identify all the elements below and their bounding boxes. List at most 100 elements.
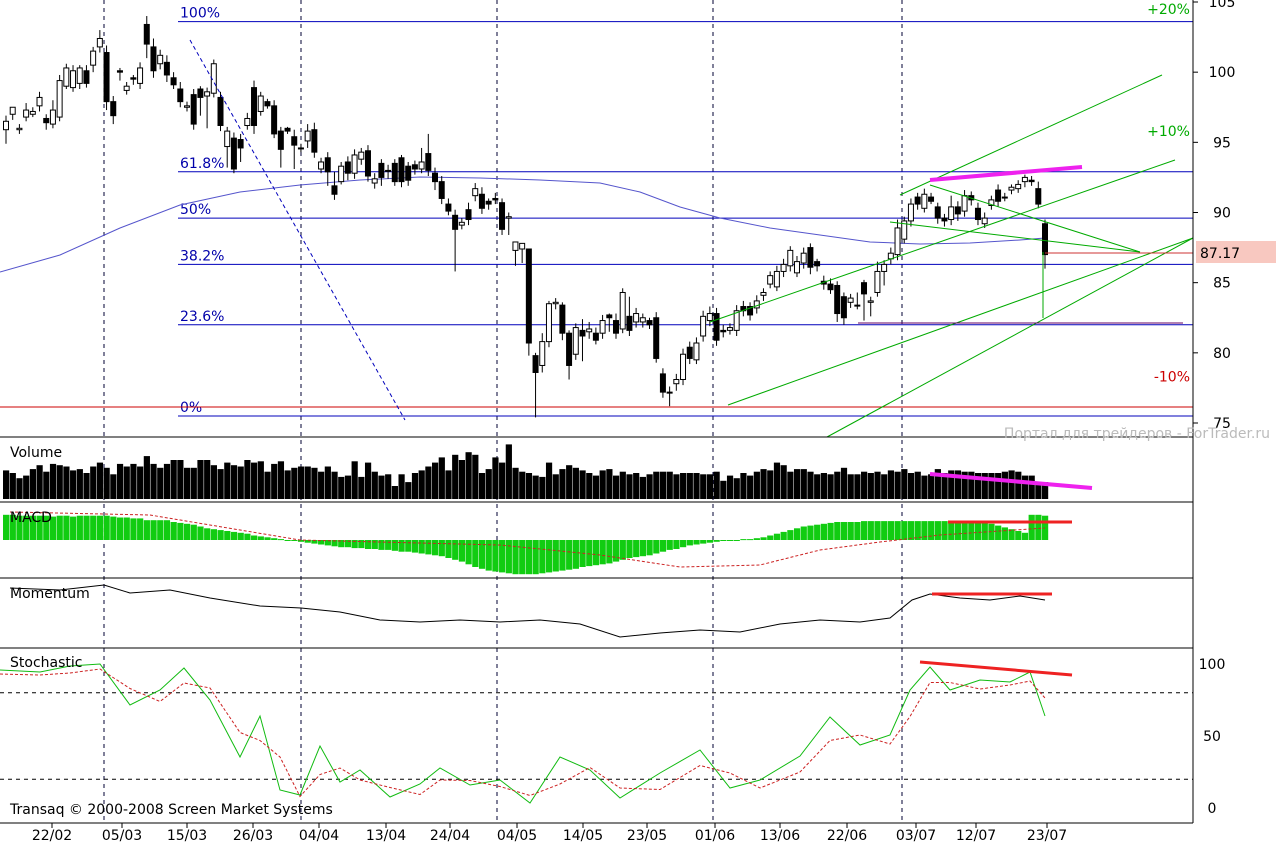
candle-body [344,161,351,174]
volume-bar [666,471,673,499]
macd-bar [995,525,1002,540]
volume-bar [70,470,77,499]
macd-bar [532,540,539,575]
x-tick-label: 22/06 [827,828,867,844]
last-price-label: 87.17 [1200,246,1240,262]
candle-body [572,327,579,355]
macd-bar [217,530,224,540]
macd-bar [552,540,559,572]
volume-bar [1015,471,1022,499]
candle-body [720,329,727,333]
percent-level-label: +20% [1147,2,1190,18]
macd-bar [43,515,50,540]
candle-body [1001,196,1008,199]
trend-lines [189,39,1194,438]
candle-body [874,270,881,293]
volume-bar [1008,470,1015,499]
candle-body [257,95,264,112]
fib-level-label: 50% [180,202,211,218]
candle-body [405,165,412,181]
volume-bar [277,461,285,499]
candle-body [626,315,633,331]
volume-bar [478,473,486,499]
candle-body [793,261,800,274]
candle-body [177,88,184,103]
macd-bar [318,540,325,545]
volume-bar [874,471,881,499]
volume-bar [183,467,191,499]
volume-bar [820,473,827,499]
volume-bar [914,471,921,499]
volume-bar [123,466,130,499]
macd-bar [49,516,57,540]
volume-bar [787,471,794,499]
volume-bar [981,473,988,499]
macd-bar [981,521,988,540]
candle-body [532,355,539,373]
candle-body [190,94,197,125]
volume-bar [36,465,43,499]
macd-bar [626,540,633,558]
macd-bar [961,521,968,540]
volume-bar [49,463,57,499]
macd-bar [351,540,358,549]
candle-body [954,206,961,215]
candle-body [646,320,653,326]
candle-body [767,275,774,285]
volume-bar [190,467,197,499]
candle-body [163,61,170,76]
macd-bar [485,540,492,571]
volume-bar [572,467,579,499]
candle-body [9,106,16,115]
macd-bar [814,524,821,540]
macd-bar [586,540,593,567]
macd-bar [264,537,271,540]
volume-bar [130,463,137,499]
volume-bar [747,475,754,499]
candle-body [331,185,338,195]
x-tick-label: 04/04 [299,828,339,844]
candle-body [599,320,606,334]
volume-bar [150,463,157,499]
volume-bar [907,473,915,499]
candle-body [928,196,935,202]
volume-bar [559,469,566,499]
macd-bar [197,526,204,540]
macd-bar [1042,515,1049,540]
candlestick-series [3,16,1048,418]
volume-bar [706,474,714,499]
macd-bar [1021,532,1029,540]
fib-level-label: 100% [180,6,220,22]
macd-bar [807,525,814,540]
macd-bar [760,537,767,540]
macd-bar [559,540,566,571]
volume-bar [251,462,258,499]
candle-body [3,120,9,131]
volume-bar [90,466,97,499]
volume-bar [686,473,693,499]
macd-bar [700,540,707,544]
y-tick-label: 105 [1209,0,1236,11]
candle-body [116,70,123,73]
macd-bar [907,521,915,540]
y-tick-label: 100 [1209,65,1236,81]
candle-body [1035,188,1042,205]
candle-body [90,50,97,66]
candle-body [445,203,452,212]
candle-body [398,157,405,183]
candle-body [800,252,807,264]
volume-bar [934,469,941,499]
candle-body [304,130,311,142]
x-tick-label: 23/07 [1027,828,1067,844]
candle-body [760,291,767,296]
candle-body [458,221,465,226]
candle-body [894,227,901,256]
macd-bar [371,540,378,549]
macd-bar [364,540,372,549]
volume-bar [525,473,533,499]
volume-bar [116,463,124,499]
candle-body [861,282,868,295]
volume-bar [137,466,144,499]
macd-bar [773,533,781,540]
macd-bar [244,533,251,540]
